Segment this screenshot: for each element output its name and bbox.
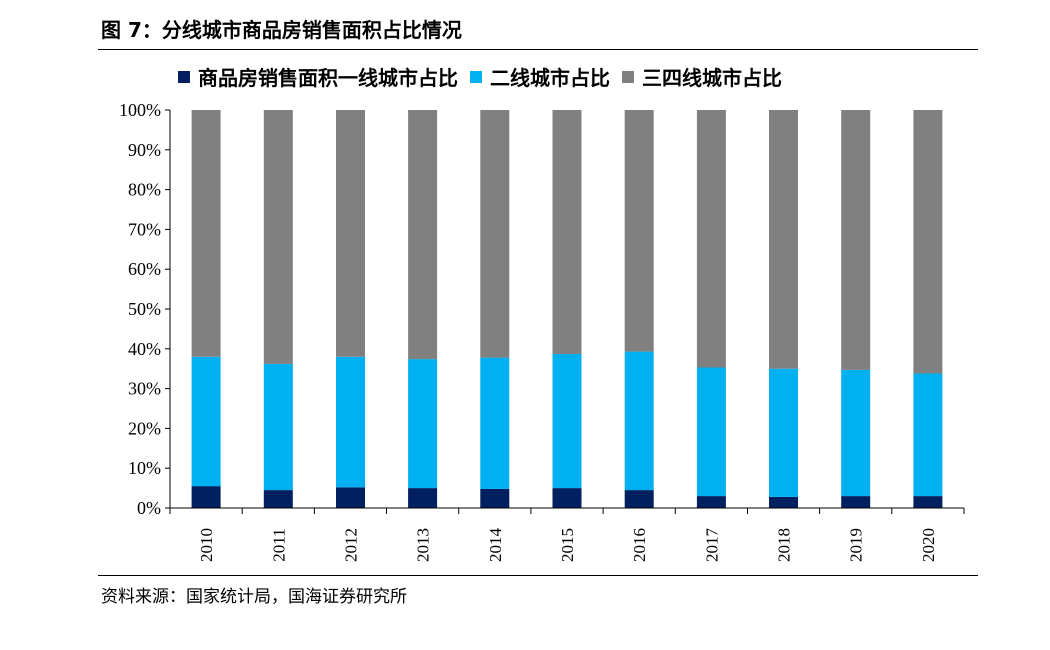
y-tick-label: 70%	[128, 219, 161, 239]
bar-2013-series-0	[408, 488, 438, 508]
legend-item-tier2: 二线城市占比	[470, 62, 610, 91]
bar-2016-series-2	[624, 110, 654, 352]
x-tick-label: 2016	[630, 528, 649, 562]
bar-2020-series-0	[913, 496, 943, 508]
bar-2011-series-1	[263, 363, 293, 491]
x-tick-label: 2020	[919, 528, 938, 562]
y-tick-label: 40%	[128, 339, 161, 359]
bar-2017-series-0	[696, 496, 726, 508]
title-rule	[98, 49, 978, 50]
bar-2014-series-2	[480, 110, 510, 358]
legend-item-tier34: 三四线城市占比	[622, 62, 782, 91]
x-tick-label: 2011	[269, 528, 288, 561]
x-tick-label: 2015	[558, 528, 577, 562]
bar-2018-series-1	[769, 368, 798, 497]
chart-legend: 商品房销售面积一线城市占比 二线城市占比 三四线城市占比	[178, 62, 794, 91]
bar-2020-series-2	[913, 110, 943, 374]
bar-2016-series-0	[624, 490, 654, 508]
y-tick-label: 50%	[128, 299, 161, 319]
bar-2010-series-0	[191, 486, 221, 508]
bar-2012-series-0	[336, 487, 365, 508]
bar-2019-series-1	[841, 369, 871, 497]
bar-2013-series-2	[408, 110, 438, 360]
axes: 2010 2011 2012 2013 2014 2015 2016 2017 2018 2019…	[119, 100, 965, 563]
y-tick-label: 60%	[128, 259, 161, 279]
y-tick-label: 0%	[137, 498, 161, 518]
bar-2017-series-1	[696, 367, 726, 497]
y-tick-label: 10%	[128, 458, 161, 478]
x-tick-label: 2014	[486, 528, 505, 563]
legend-swatch-tier2	[470, 70, 482, 83]
figure-title: 图 7：分线城市商品房销售面积占比情况	[101, 18, 462, 42]
bar-2018-series-2	[769, 110, 798, 369]
bar-2012-series-1	[336, 356, 365, 488]
x-tick-label: 2017	[702, 528, 721, 563]
bar-2020-series-1	[913, 373, 943, 497]
bar-2014-series-1	[480, 357, 510, 489]
bar-2018-series-0	[769, 496, 798, 508]
x-tick-label: 2012	[342, 528, 361, 562]
y-tick-label: 30%	[128, 379, 161, 399]
bar-2010-series-1	[191, 356, 221, 487]
bar-2015-series-0	[552, 488, 582, 508]
legend-swatch-tier1	[178, 70, 190, 83]
y-tick-label: 80%	[128, 180, 161, 200]
x-tick-label: 2018	[775, 528, 794, 562]
bar-2011-series-0	[263, 490, 293, 508]
bar-2015-series-1	[552, 354, 582, 489]
source-rule	[98, 575, 978, 576]
legend-item-tier1: 商品房销售面积一线城市占比	[178, 62, 458, 91]
x-tick-label: 2013	[414, 528, 433, 562]
y-tick-label: 100%	[119, 100, 161, 120]
bar-group	[191, 110, 943, 508]
y-tick-label: 20%	[128, 418, 161, 438]
bar-2011-series-2	[263, 110, 293, 364]
bar-2019-series-0	[841, 496, 871, 508]
bar-2019-series-2	[841, 110, 871, 370]
legend-label-tier34: 三四线城市占比	[642, 66, 782, 90]
legend-label-tier2: 二线城市占比	[490, 66, 610, 90]
bar-2015-series-2	[552, 110, 582, 354]
legend-label-tier1: 商品房销售面积一线城市占比	[198, 66, 458, 90]
bar-2017-series-2	[696, 110, 726, 368]
bar-2014-series-0	[480, 488, 510, 508]
x-tick-label: 2019	[847, 528, 866, 562]
bar-2010-series-2	[191, 110, 221, 357]
source-note: 资料来源：国家统计局，国海证券研究所	[101, 587, 407, 607]
bar-2016-series-1	[624, 351, 654, 491]
y-tick-label: 90%	[128, 140, 161, 160]
bar-2013-series-1	[408, 359, 438, 489]
bar-2012-series-2	[336, 110, 365, 357]
x-tick-label: 2010	[197, 528, 216, 562]
legend-swatch-tier34	[622, 70, 634, 83]
